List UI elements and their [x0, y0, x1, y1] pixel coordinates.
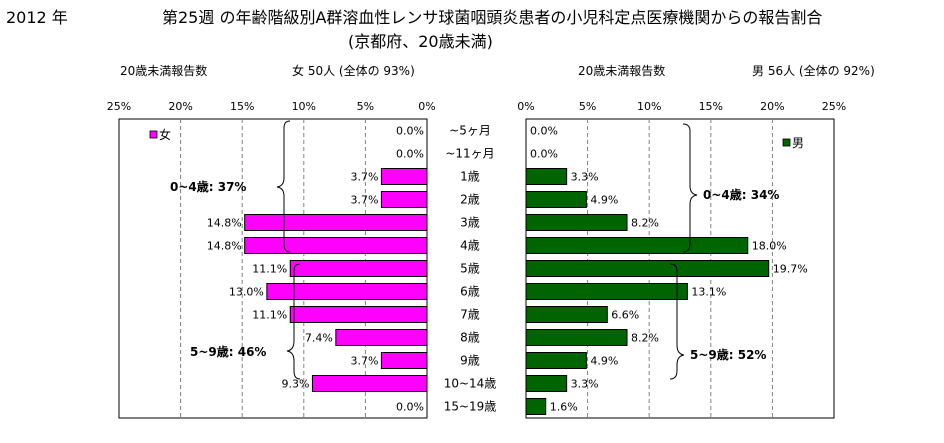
- male-brace-5-9: [669, 263, 685, 380]
- male-bar: [525, 375, 568, 392]
- male-x-tick-label: 20%: [760, 100, 784, 113]
- male-bar: [525, 168, 568, 185]
- female-data-label: 14.8%: [207, 217, 242, 230]
- male-bar: [525, 191, 587, 208]
- male-x-tick-label: 10%: [637, 100, 661, 113]
- male-legend-swatch: [782, 138, 791, 147]
- female-x-tick-label: 10%: [292, 100, 316, 113]
- age-category-label: 2歳: [460, 193, 480, 207]
- male-annotation-0-4: 0~4歳: 34%: [703, 187, 779, 202]
- male-bar: [525, 329, 628, 346]
- female-bar: [380, 352, 428, 369]
- male-data-label: 8.2%: [631, 217, 659, 230]
- age-category-label: 1歳: [460, 170, 480, 184]
- female-x-tick-label: 0%: [418, 100, 435, 113]
- female-data-label: 13.0%: [229, 286, 264, 299]
- female-bar: [244, 237, 428, 254]
- male-data-label: 4.9%: [590, 194, 618, 207]
- female-total-caption: 女 50人 (全体の 93%): [292, 64, 415, 78]
- age-category-label: 15~19歳: [444, 400, 497, 414]
- male-brace-0-4: [682, 123, 698, 253]
- age-category-label: 7歳: [460, 308, 480, 322]
- age-category-label: ~11ヶ月: [445, 147, 494, 161]
- female-bar: [289, 260, 428, 277]
- male-data-label: 3.3%: [571, 378, 599, 391]
- male-bar: [525, 237, 749, 254]
- female-bar: [289, 306, 428, 323]
- female-bar: [244, 214, 428, 231]
- female-x-tick-label: 15%: [230, 100, 254, 113]
- male-data-label: 18.0%: [752, 240, 787, 253]
- female-x-tick-label: 25%: [107, 100, 131, 113]
- age-category-label: 6歳: [460, 285, 480, 299]
- female-bar: [335, 329, 428, 346]
- female-data-label: 0.0%: [396, 401, 424, 414]
- female-data-label: 11.1%: [252, 309, 287, 322]
- female-data-label: 3.7%: [350, 194, 378, 207]
- female-data-label: 3.7%: [350, 171, 378, 184]
- female-reports-caption: 20歳未満報告数: [120, 64, 208, 78]
- female-bar: [311, 375, 428, 392]
- age-category-label: 5歳: [460, 262, 480, 276]
- female-brace-5-9: [286, 263, 301, 380]
- age-category-label: 8歳: [460, 331, 480, 345]
- male-data-label: 4.9%: [590, 355, 618, 368]
- male-total-caption: 男 56人 (全体の 92%): [752, 64, 875, 78]
- female-x-tick-label: 5%: [357, 100, 374, 113]
- female-bar: [380, 168, 428, 185]
- male-data-label: 19.7%: [773, 263, 808, 276]
- male-bar: [525, 283, 688, 300]
- female-bar: [266, 283, 428, 300]
- chart-subtitle: (京都府、20歳未満): [348, 32, 493, 51]
- male-data-label: 0.0%: [530, 125, 558, 138]
- female-data-label: 14.8%: [207, 240, 242, 253]
- male-bar: [525, 306, 608, 323]
- age-category-label: 3歳: [460, 216, 480, 230]
- female-legend-label: 女: [159, 127, 171, 142]
- male-data-label: 0.0%: [530, 148, 558, 161]
- male-bar: [525, 352, 587, 369]
- female-data-label: 9.3%: [281, 378, 309, 391]
- male-data-label: 13.1%: [691, 286, 726, 299]
- male-bar: [525, 398, 547, 415]
- female-annotation-5-9: 5~9歳: 46%: [190, 344, 266, 359]
- male-data-label: 1.6%: [550, 401, 578, 414]
- female-legend-swatch: [149, 130, 158, 139]
- male-legend-label: 男: [792, 136, 804, 150]
- chart-title: 第25週 の年齢階級別A群溶血性レンサ球菌咽頭炎患者の小児科定点医療機関からの報…: [162, 8, 823, 27]
- male-annotation-5-9: 5~9歳: 52%: [690, 347, 766, 362]
- male-data-label: 6.6%: [611, 309, 639, 322]
- female-bar: [380, 191, 428, 208]
- female-data-label: 7.4%: [305, 332, 333, 345]
- male-x-tick-label: 0%: [517, 100, 534, 113]
- female-data-label: 0.0%: [396, 148, 424, 161]
- male-bar: [525, 260, 770, 277]
- female-data-label: 3.7%: [350, 355, 378, 368]
- age-category-label: 4歳: [460, 239, 480, 253]
- age-category-label: ~5ヶ月: [449, 124, 491, 138]
- male-data-label: 3.3%: [571, 171, 599, 184]
- male-reports-caption: 20歳未満報告数: [578, 64, 666, 78]
- male-bar: [525, 214, 628, 231]
- female-data-label: 11.1%: [252, 263, 287, 276]
- male-x-tick-label: 15%: [699, 100, 723, 113]
- age-category-label: 10~14歳: [444, 377, 497, 391]
- male-x-tick-label: 25%: [822, 100, 846, 113]
- male-x-tick-label: 5%: [579, 100, 596, 113]
- age-category-label: 9歳: [460, 354, 480, 368]
- female-data-label: 0.0%: [396, 125, 424, 138]
- male-data-label: 8.2%: [631, 332, 659, 345]
- female-brace-0-4: [276, 120, 291, 253]
- female-annotation-0-4: 0~4歳: 37%: [170, 179, 246, 194]
- female-x-tick-label: 20%: [168, 100, 192, 113]
- chart-year: 2012 年: [6, 8, 68, 27]
